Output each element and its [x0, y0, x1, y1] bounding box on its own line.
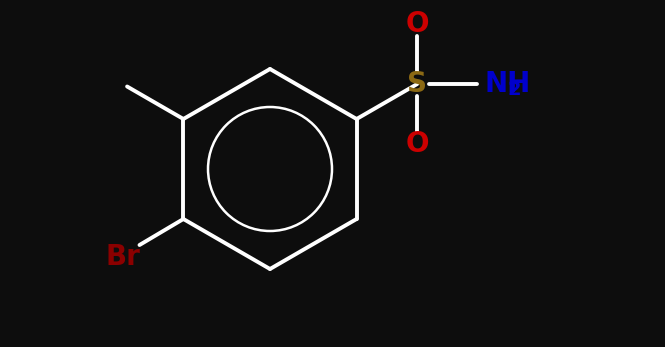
Text: NH: NH [484, 70, 531, 98]
Text: Br: Br [105, 243, 140, 271]
Text: O: O [406, 10, 429, 38]
Text: O: O [406, 130, 429, 158]
Text: 2: 2 [508, 79, 521, 99]
Text: S: S [407, 70, 427, 98]
